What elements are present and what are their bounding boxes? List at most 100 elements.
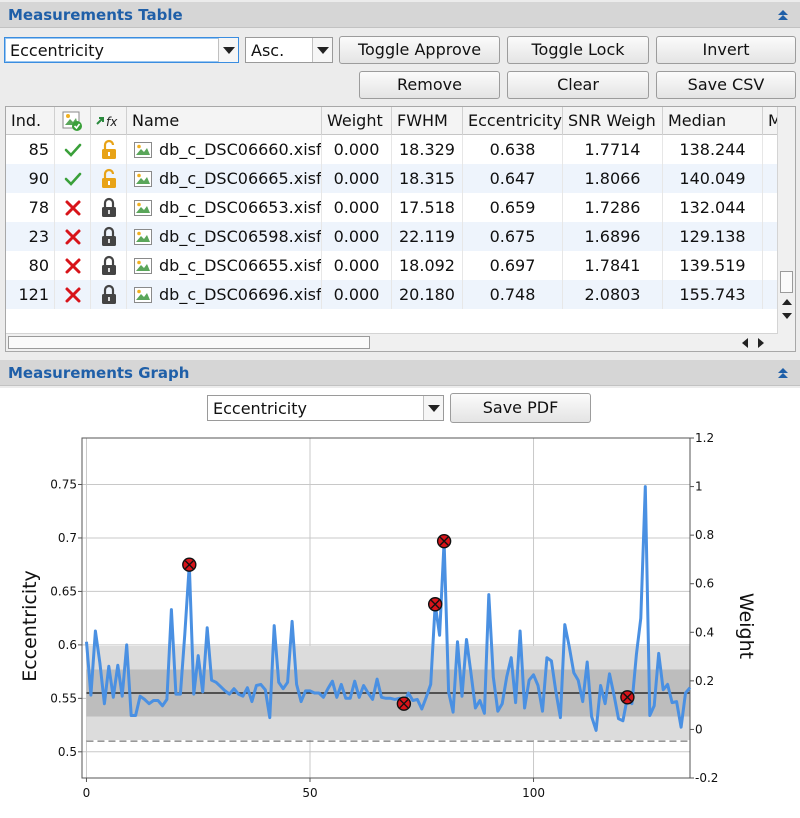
table-panel-title: Measurements Table [8,6,183,24]
column-header-median[interactable]: Median [663,107,763,135]
chevron-down-icon[interactable] [218,38,238,62]
cell-more [763,251,778,280]
cell-median: 138.244 [663,135,763,164]
collapse-icon[interactable] [776,366,790,380]
sort-order-value: Asc. [251,41,285,60]
cell-name: db_c_DSC06665.xisf [127,164,322,193]
y-tick-label: 0.7 [58,531,77,545]
sort-property-select[interactable]: Eccentricity [4,37,239,63]
scroll-arrows-icon[interactable] [780,293,794,323]
vertical-scrollbar[interactable] [777,107,795,351]
cell-index: 85 [6,135,55,164]
remove-button[interactable]: Remove [359,71,500,99]
rejected-point-marker [182,557,197,572]
scroll-thumb[interactable] [8,336,370,349]
collapse-icon[interactable] [776,8,790,22]
graph-property-select[interactable]: Eccentricity [207,395,444,421]
y2-tick-label: 0.2 [695,674,714,688]
column-header-locked[interactable]: fx [91,107,127,135]
cell-median: 140.049 [663,164,763,193]
y2-tick-label: 0.8 [695,528,714,542]
column-header-eccentricity[interactable]: Eccentricity [463,107,563,135]
column-header-more[interactable]: M [763,107,778,135]
table-row[interactable]: 80 db_c_DSC06655.xisf 0.000 18.092 0.697 1.78… [6,251,778,280]
cell-name: db_c_DSC06655.xisf [127,251,322,280]
approved-check-icon[interactable] [55,135,91,164]
lock-closed-icon[interactable] [91,280,127,309]
column-header-fwhm[interactable]: FWHM [392,107,463,135]
rejected-cross-icon[interactable] [55,193,91,222]
rejected-cross-icon[interactable] [55,280,91,309]
measurements-table[interactable]: Ind. fx Name Weight FWHM Eccentricity SN… [5,106,796,352]
rejected-cross-icon[interactable] [55,222,91,251]
cell-snr-weight: 1.7286 [563,193,663,222]
file-image-icon [133,198,153,218]
cell-fwhm: 18.092 [392,251,463,280]
toggle-approve-button[interactable]: Toggle Approve [339,36,500,64]
lock-closed-icon[interactable] [91,222,127,251]
approved-check-icon[interactable] [55,164,91,193]
scroll-thumb[interactable] [780,271,793,293]
cell-snr-weight: 1.7714 [563,135,663,164]
cell-fwhm: 17.518 [392,193,463,222]
horizontal-scrollbar[interactable] [6,333,778,351]
cell-eccentricity: 0.675 [463,222,563,251]
save-pdf-button[interactable]: Save PDF [450,393,591,423]
cell-more [763,280,778,309]
cell-fwhm: 18.329 [392,135,463,164]
approved-image-icon [62,111,82,131]
lock-open-icon[interactable] [91,164,127,193]
scroll-arrows-icon[interactable] [738,336,768,350]
lock-closed-icon[interactable] [91,251,127,280]
cell-name: db_c_DSC06660.xisf [127,135,322,164]
eccentricity-series-line [85,485,692,732]
cell-index: 23 [6,222,55,251]
table-row[interactable]: 85 db_c_DSC06660.xisf 0.000 18.329 0.638 1.77… [6,135,778,164]
rejected-point-cross [430,599,440,609]
cell-snr-weight: 2.0803 [563,280,663,309]
sort-property-value: Eccentricity [10,41,104,60]
cell-name: db_c_DSC06653.xisf [127,193,322,222]
column-header-index[interactable]: Ind. [6,107,55,135]
graph-property-value: Eccentricity [213,399,307,418]
cell-more [763,193,778,222]
lock-closed-icon[interactable] [91,193,127,222]
y-tick-label: 0.6 [58,638,77,652]
invert-button[interactable]: Invert [656,36,796,64]
y2-tick-label: 0.6 [695,577,714,591]
table-row[interactable]: 78 db_c_DSC06653.xisf 0.000 17.518 0.659 1.72… [6,193,778,222]
clear-button[interactable]: Clear [507,71,649,99]
table-row[interactable]: 90 db_c_DSC06665.xisf 0.000 18.315 0.647 1.80… [6,164,778,193]
save-csv-button[interactable]: Save CSV [656,71,796,99]
measurements-chart[interactable]: 0 50 100 0.5 0.55 0.6 0.65 0.7 0.75 -0.2 0 0.2 0.4 0.… [0,388,800,818]
column-header-name[interactable]: Name [127,107,322,135]
cell-eccentricity: 0.638 [463,135,563,164]
table-panel-header[interactable]: Measurements Table [0,2,800,28]
y2-tick-label: 0 [695,722,703,736]
cell-name: db_c_DSC06598.xisf [127,222,322,251]
chevron-down-icon[interactable] [312,38,332,62]
cell-eccentricity: 0.659 [463,193,563,222]
toggle-lock-button[interactable]: Toggle Lock [507,36,649,64]
lock-open-icon[interactable] [91,135,127,164]
cell-index: 90 [6,164,55,193]
cell-eccentricity: 0.697 [463,251,563,280]
rejected-point-marker [620,690,635,705]
table-row[interactable]: 121 db_c_DSC06696.xisf 0.000 20.180 0.748 2.0… [6,280,778,309]
cell-weight: 0.000 [322,193,392,222]
rejected-point-cross [184,560,194,570]
table-row[interactable]: 23 db_c_DSC06598.xisf 0.000 22.119 0.675 1.68… [6,222,778,251]
column-header-approved[interactable] [55,107,91,135]
sort-order-select[interactable]: Asc. [245,37,333,63]
graph-panel-header[interactable]: Measurements Graph [0,360,800,386]
chevron-down-icon[interactable] [423,396,443,420]
rejected-cross-icon[interactable] [55,251,91,280]
graph-area: Eccentricity Save PDF 0 50 100 0.5 0.55 0.6 0.… [0,388,800,818]
y2-tick-label: -0.2 [695,771,718,785]
column-header-snr-weight[interactable]: SNR Weigh [563,107,663,135]
cell-median: 139.519 [663,251,763,280]
plot-frame [81,437,691,779]
file-image-icon [133,140,153,160]
column-header-weight[interactable]: Weight [322,107,392,135]
rejected-point-marker [436,533,452,549]
